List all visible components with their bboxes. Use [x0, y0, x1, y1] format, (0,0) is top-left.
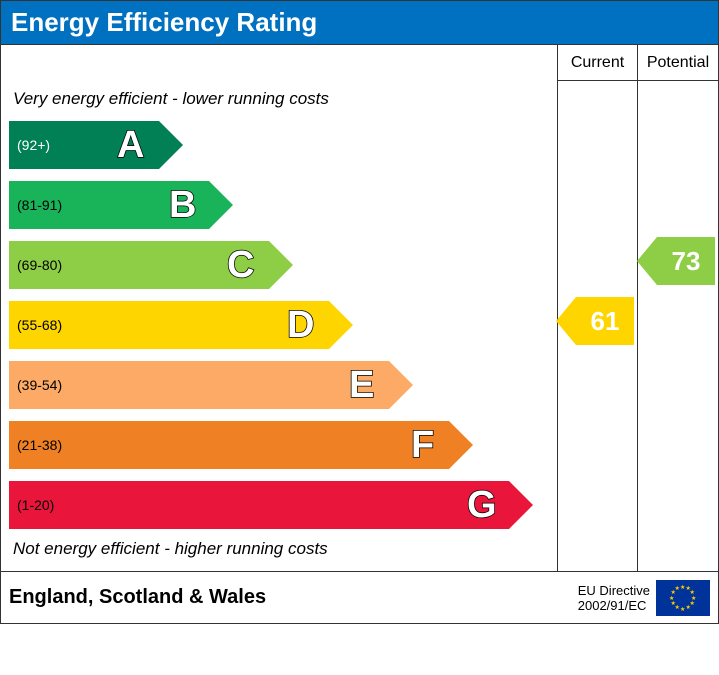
directive-block: EU Directive 2002/91/EC ★★★★★★★★★★★★ [578, 580, 710, 616]
current-pointer-arrow [556, 297, 576, 345]
chart-title: Energy Efficiency Rating [1, 1, 718, 44]
footer: England, Scotland & Wales EU Directive 2… [1, 571, 718, 623]
potential-pointer-arrow [637, 237, 657, 285]
potential-pointer: 73 [657, 237, 715, 285]
directive-line1: EU Directive [578, 583, 650, 598]
band-letter-a: A [117, 124, 144, 167]
band-arrow-b [209, 181, 233, 229]
band-arrow-c [269, 241, 293, 289]
current-value: 61 [591, 306, 620, 337]
band-bar-e: (39-54) E [9, 361, 389, 409]
eu-flag-icon: ★★★★★★★★★★★★ [656, 580, 710, 616]
band-letter-b: B [169, 184, 196, 227]
band-range-f: (21-38) [9, 437, 62, 453]
bottom-note: Not energy efficient - higher running co… [9, 535, 557, 565]
band-arrow-g [509, 481, 533, 529]
band-bar-b: (81-91) B [9, 181, 209, 229]
band-row-f: (21-38) F [9, 415, 557, 475]
epc-chart: Energy Efficiency Rating Very energy eff… [0, 0, 719, 624]
current-header: Current [558, 45, 637, 81]
potential-value: 73 [672, 246, 701, 277]
band-row-d: (55-68) D [9, 295, 557, 355]
band-row-b: (81-91) B [9, 175, 557, 235]
band-letter-d: D [287, 304, 314, 347]
top-note: Very energy efficient - lower running co… [9, 85, 557, 115]
band-letter-f: F [411, 424, 434, 467]
bands-area: (92+) A (81-91) B (69-80) C (55-68) D (39-54) E (2… [9, 115, 557, 535]
band-letter-g: G [467, 484, 497, 527]
current-body: 61 [558, 81, 637, 571]
band-arrow-d [329, 301, 353, 349]
band-range-g: (1-20) [9, 497, 54, 513]
potential-header: Potential [638, 45, 718, 81]
band-row-e: (39-54) E [9, 355, 557, 415]
band-letter-c: C [227, 244, 254, 287]
band-row-a: (92+) A [9, 115, 557, 175]
band-arrow-e [389, 361, 413, 409]
band-letter-e: E [349, 364, 374, 407]
band-arrow-f [449, 421, 473, 469]
band-range-d: (55-68) [9, 317, 62, 333]
band-bar-a: (92+) A [9, 121, 159, 169]
directive-text: EU Directive 2002/91/EC [578, 583, 650, 613]
band-range-a: (92+) [9, 137, 50, 153]
band-range-c: (69-80) [9, 257, 62, 273]
band-bar-d: (55-68) D [9, 301, 329, 349]
directive-line2: 2002/91/EC [578, 598, 650, 613]
bands-header-blank [9, 49, 557, 85]
band-bar-g: (1-20) G [9, 481, 509, 529]
current-pointer: 61 [576, 297, 634, 345]
bands-column: Very energy efficient - lower running co… [1, 45, 558, 571]
band-bar-c: (69-80) C [9, 241, 269, 289]
band-bar-f: (21-38) F [9, 421, 449, 469]
potential-body: 73 [638, 81, 718, 571]
band-range-b: (81-91) [9, 197, 62, 213]
band-arrow-a [159, 121, 183, 169]
potential-column: Potential 73 [638, 45, 718, 571]
region-label: England, Scotland & Wales [9, 586, 266, 609]
current-column: Current 61 [558, 45, 638, 571]
band-row-g: (1-20) G [9, 475, 557, 535]
band-range-e: (39-54) [9, 377, 62, 393]
chart-body: Very energy efficient - lower running co… [1, 44, 718, 571]
band-row-c: (69-80) C [9, 235, 557, 295]
